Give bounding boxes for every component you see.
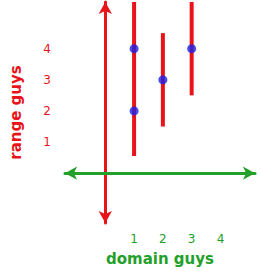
svg-text:3: 3 [43, 73, 51, 87]
svg-text:2: 2 [159, 232, 167, 246]
svg-text:4: 4 [43, 42, 51, 56]
svg-text:4: 4 [217, 232, 225, 246]
svg-text:3: 3 [188, 232, 196, 246]
svg-text:range guys: range guys [7, 65, 25, 160]
svg-text:1: 1 [130, 232, 138, 246]
svg-text:2: 2 [43, 104, 51, 118]
svg-text:domain guys: domain guys [106, 250, 214, 268]
svg-text:1: 1 [43, 135, 51, 149]
